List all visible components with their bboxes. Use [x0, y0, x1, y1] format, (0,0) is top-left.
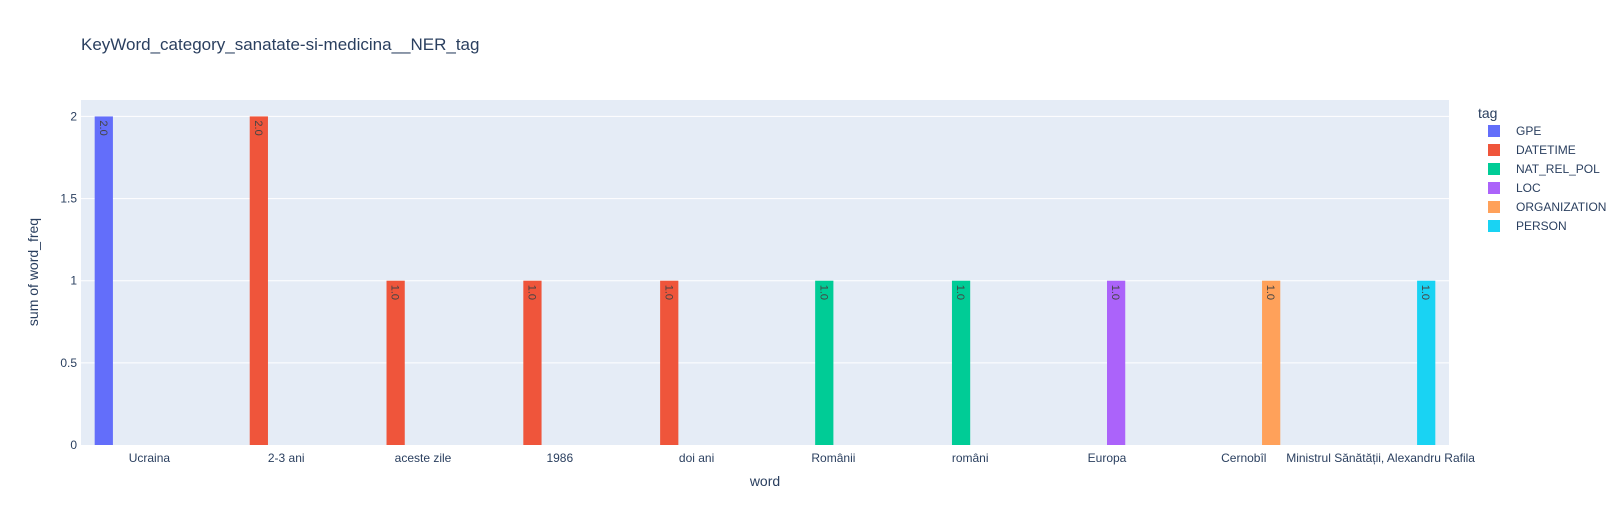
bar	[386, 280, 405, 445]
y-axis-title: sum of word_freq	[25, 218, 41, 326]
y-axis-ticks: 0 0.5 1 1.5 2	[60, 109, 77, 452]
bar	[660, 280, 679, 445]
bar-value-label: 2.0	[252, 120, 264, 135]
legend-swatch	[1488, 201, 1500, 213]
bar-value-label: 1.0	[662, 285, 674, 300]
bar-value-label: 1.0	[1419, 285, 1431, 300]
legend-swatch	[1488, 144, 1500, 156]
x-tick-label: români	[952, 451, 989, 465]
bar-value-label: 1.0	[1109, 285, 1121, 300]
gridlines	[81, 115, 1449, 364]
x-axis-ticks: Ucraina 2-3 ani aceste zile 1986 doi ani Româ…	[129, 451, 1476, 465]
bar	[1262, 280, 1281, 445]
bar-value-label: 2.0	[97, 120, 109, 135]
legend-label: GPE	[1516, 124, 1541, 138]
y-tick-label: 2	[70, 109, 77, 123]
x-tick-label: Ministrul Sănătății, Alexandru Rafila	[1286, 451, 1475, 465]
legend-swatch	[1488, 182, 1500, 194]
legend-items: GPE DATETIME NAT_REL_POL LOC ORGANIZATION PER…	[1488, 124, 1606, 233]
bar-value-label: 1.0	[389, 285, 401, 300]
y-tick-label: 1.5	[60, 192, 77, 206]
legend-label: ORGANIZATION	[1516, 200, 1606, 214]
y-tick-label: 1	[70, 274, 77, 288]
legend-swatch	[1488, 163, 1500, 175]
x-tick-label: Europa	[1088, 451, 1127, 465]
y-tick-label: 0	[70, 438, 77, 452]
bar	[1107, 280, 1126, 445]
x-axis-title: word	[749, 473, 780, 489]
bar	[94, 116, 113, 445]
legend: tag GPE DATETIME NAT_REL_POL LOC ORGANIZATIO…	[1478, 105, 1606, 233]
legend-label: PERSON	[1516, 219, 1567, 233]
bar-value-label: 1.0	[954, 285, 966, 300]
bar	[951, 280, 971, 445]
x-tick-label: doi ani	[679, 451, 714, 465]
bar	[249, 116, 268, 445]
bar	[523, 280, 542, 445]
x-tick-label: 2-3 ani	[268, 451, 305, 465]
x-tick-label: aceste zile	[395, 451, 452, 465]
bar-value-label: 1.0	[1264, 285, 1276, 300]
x-tick-label: 1986	[546, 451, 573, 465]
plot-area	[81, 100, 1449, 445]
bar	[1417, 280, 1436, 445]
legend-title: tag	[1478, 105, 1497, 121]
legend-label: DATETIME	[1516, 143, 1576, 157]
legend-swatch	[1488, 220, 1500, 232]
legend-swatch	[1488, 125, 1500, 137]
bars	[94, 116, 1436, 445]
x-tick-label: Cernobîl	[1221, 451, 1266, 465]
bar-value-label: 1.0	[525, 285, 537, 300]
bar-value-label: 1.0	[817, 285, 829, 300]
x-tick-label: Românii	[811, 451, 855, 465]
bar-labels: 2.0 2.0 1.0 1.0 1.0 1.0 1.0 1.0 1.0 1.0	[97, 120, 1431, 300]
x-tick-label: Ucraina	[129, 451, 171, 465]
legend-label: NAT_REL_POL	[1516, 162, 1600, 176]
y-tick-label: 0.5	[60, 356, 77, 370]
legend-label: LOC	[1516, 181, 1541, 195]
chart-title: KeyWord_category_sanatate-si-medicina__N…	[81, 35, 479, 54]
bar	[815, 280, 834, 445]
